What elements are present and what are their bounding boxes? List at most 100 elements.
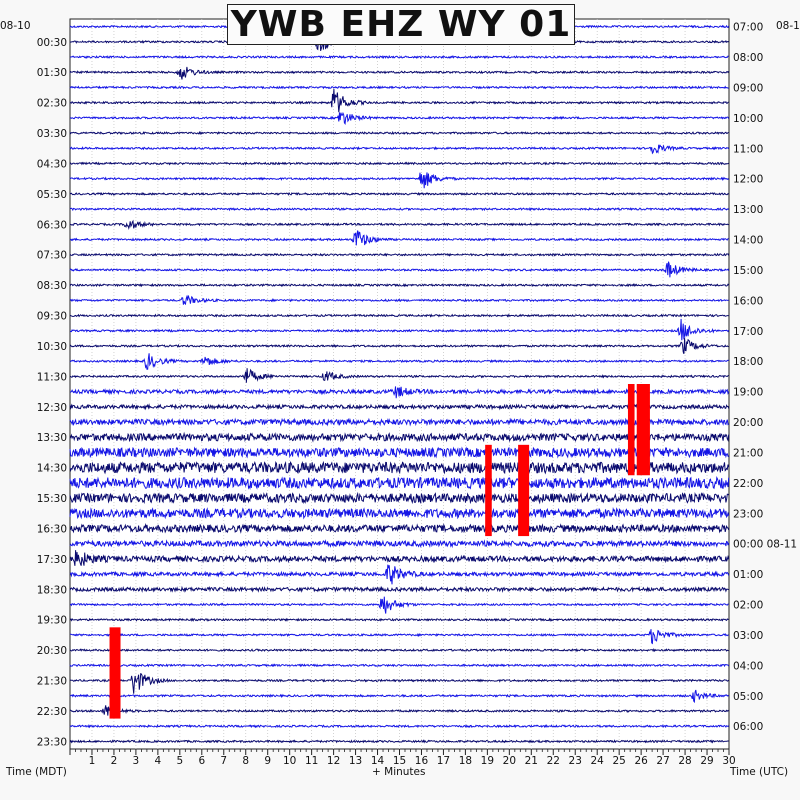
trace-line — [69, 161, 729, 166]
left-time-label: 05:30 — [37, 189, 67, 201]
x-tick-label: 16 — [415, 755, 429, 767]
right-time-label: 00:00 08-11 — [733, 539, 797, 551]
x-tick-label: 20 — [503, 755, 516, 767]
left-time-label: 14:30 — [37, 463, 67, 475]
clipped-event-bar — [627, 384, 635, 476]
x-tick-label: 30 — [722, 755, 735, 767]
x-tick-label: 12 — [327, 755, 340, 767]
trace-line — [69, 313, 729, 318]
left-time-label: 02:30 — [37, 98, 67, 110]
right-time-label: 13:00 — [733, 204, 763, 216]
trace-line — [69, 475, 730, 491]
trace-line — [69, 85, 729, 90]
clipped-event-bar — [109, 627, 121, 719]
right-time-label: 06:00 — [733, 721, 763, 733]
right-time-label: 02:00 — [733, 600, 763, 612]
left-time-label: 09:30 — [37, 311, 67, 323]
trace-line — [69, 283, 730, 288]
chart-title: YWB EHZ WY 01 — [230, 4, 572, 45]
right-time-label: 12:00 — [733, 174, 763, 186]
x-tick-label: 10 — [283, 755, 296, 767]
x-tick-label: 7 — [220, 755, 227, 767]
x-label-right: Time (UTC) — [730, 766, 789, 778]
trace-line — [69, 191, 729, 196]
trace-line — [69, 491, 730, 505]
x-tick-label: 26 — [634, 755, 648, 767]
trace-line — [69, 130, 729, 136]
x-tick-label: 28 — [678, 755, 691, 767]
left-time-label: 06:30 — [37, 219, 67, 231]
trace-line — [69, 431, 730, 443]
right-time-label: 22:00 — [733, 478, 763, 490]
right-time-label: 05:00 — [733, 691, 763, 703]
left-time-label: 17:30 — [37, 554, 67, 566]
left-time-label: 19:30 — [37, 615, 67, 627]
trace-line — [69, 172, 730, 189]
clipped-event-bar — [485, 444, 492, 537]
clipped-event-bar — [636, 384, 650, 476]
trace-line — [69, 672, 730, 694]
right-time-label: 07:00 — [733, 22, 763, 34]
right-time-label: 08:00 — [733, 52, 763, 64]
x-tick-label: 2 — [111, 755, 118, 767]
right-time-label: 23:00 — [733, 508, 763, 520]
trace-line — [69, 353, 729, 370]
left-time-label: 21:30 — [37, 676, 67, 688]
trace-line — [69, 647, 729, 653]
trace-line — [69, 723, 730, 729]
right-time-label: 09:00 — [733, 82, 763, 94]
x-tick-label: 4 — [155, 755, 162, 767]
x-label-left: Time (MDT) — [6, 766, 67, 778]
trace-line — [69, 219, 729, 231]
left-time-label: 22:30 — [37, 706, 67, 718]
x-tick-label: 9 — [264, 755, 271, 767]
x-tick-label: 17 — [437, 755, 450, 767]
right-time-label: 21:00 — [733, 447, 763, 459]
left-time-label: 23:30 — [37, 736, 67, 748]
x-tick-label: 3 — [133, 755, 140, 767]
trace-line — [69, 617, 729, 622]
x-tick-label: 23 — [569, 755, 582, 767]
trace-line — [69, 460, 730, 475]
x-tick-label: 18 — [459, 755, 472, 767]
left-time-label: 13:30 — [37, 432, 67, 444]
trace-line — [69, 663, 730, 668]
trace-line — [69, 386, 730, 399]
x-tick-label: 5 — [176, 755, 183, 767]
trace-line — [69, 564, 730, 585]
trace-line — [69, 318, 730, 341]
left-time-label: 08:30 — [37, 280, 67, 292]
x-tick-label: 14 — [371, 755, 385, 767]
right-time-label: 11:00 — [733, 143, 763, 155]
x-tick-label: 21 — [525, 755, 538, 767]
x-tick-label: 27 — [656, 755, 669, 767]
title-box: YWB EHZ WY 01 — [227, 4, 575, 45]
trace-line — [69, 739, 729, 744]
right-time-label: 19:00 — [733, 387, 763, 399]
trace-line — [69, 596, 729, 614]
trace-line — [69, 206, 730, 212]
left-time-label: 11:30 — [37, 371, 67, 383]
right-time-label: 03:00 — [733, 630, 763, 642]
trace-line — [69, 261, 730, 278]
left-time-label: 07:30 — [37, 250, 67, 262]
left-time-label: 15:30 — [37, 493, 67, 505]
date-right-label: 08-1 — [776, 20, 800, 32]
x-tick-label: 29 — [700, 755, 713, 767]
trace-line — [69, 230, 729, 246]
trace-line — [69, 54, 729, 60]
trace-line — [69, 88, 729, 113]
right-time-label: 14:00 — [733, 235, 763, 247]
x-tick-label: 8 — [242, 755, 249, 767]
trace-line — [69, 585, 729, 593]
trace-line — [69, 252, 730, 257]
trace-line — [69, 66, 730, 80]
trace-line — [69, 705, 730, 716]
trace-line — [69, 417, 730, 427]
trace-line — [69, 507, 730, 520]
trace-line — [69, 629, 729, 645]
left-time-label: 04:30 — [37, 158, 67, 170]
x-tick-label: 19 — [481, 755, 494, 767]
left-time-label: 20:30 — [37, 645, 67, 657]
